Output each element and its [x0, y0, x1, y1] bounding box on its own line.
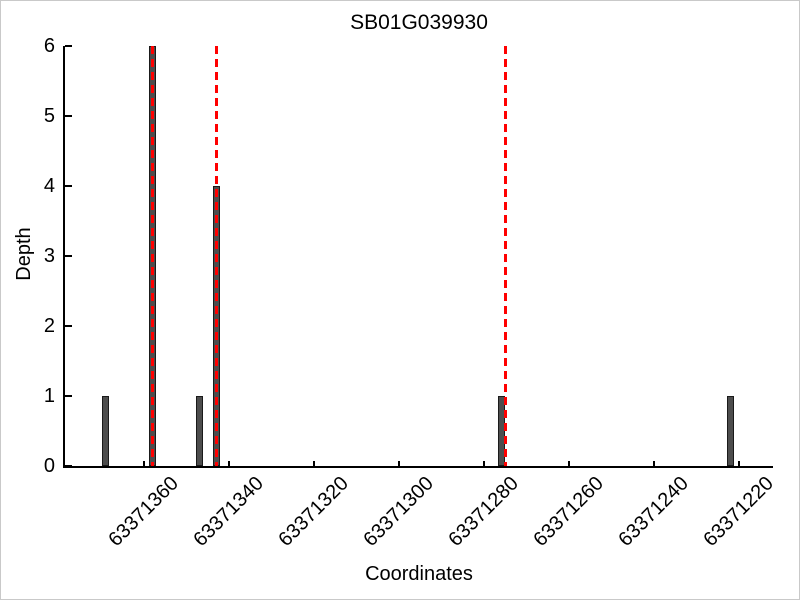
y-tick: [65, 45, 72, 47]
y-tick: [65, 465, 72, 467]
x-tick: [483, 461, 485, 466]
x-tick-label: 63371300: [359, 472, 438, 551]
x-tick-label: 63371240: [614, 472, 693, 551]
x-tick-label: 63371280: [444, 472, 523, 551]
x-tick: [653, 461, 655, 466]
y-tick: [65, 185, 72, 187]
x-tick: [738, 461, 740, 466]
y-tick-label: 4: [43, 175, 55, 197]
boundary-vline: [503, 46, 507, 466]
y-tick: [65, 115, 72, 117]
y-axis-spine: [63, 46, 65, 468]
y-tick-label: 5: [43, 105, 55, 127]
x-tick: [143, 461, 145, 466]
x-tick-label: 63371340: [189, 472, 268, 551]
x-tick: [228, 461, 230, 466]
x-tick-label: 63371360: [104, 472, 183, 551]
chart-title: SB01G039930: [350, 11, 488, 34]
x-tick-label: 63371260: [529, 472, 608, 551]
y-tick: [65, 255, 72, 257]
boundary-vline: [214, 46, 218, 466]
x-tick: [313, 461, 315, 466]
y-tick-label: 2: [43, 315, 55, 337]
y-tick: [65, 325, 72, 327]
y-tick-label: 1: [43, 385, 55, 407]
x-tick: [398, 461, 400, 466]
x-tick-label: 63371220: [699, 472, 778, 551]
plot-area: [63, 45, 773, 468]
x-axis-spine: [63, 466, 773, 468]
x-axis-title: Coordinates: [365, 563, 473, 585]
y-tick: [65, 395, 72, 397]
boundary-vline: [151, 46, 155, 466]
depth-bar: [102, 396, 110, 466]
x-tick-label: 63371320: [274, 472, 353, 551]
y-tick-label: 0: [43, 455, 55, 477]
depth-bar: [727, 396, 734, 466]
y-tick-label: 3: [43, 245, 55, 267]
y-tick-label: 6: [43, 35, 55, 57]
depth-bar: [195, 396, 203, 466]
x-tick: [568, 461, 570, 466]
